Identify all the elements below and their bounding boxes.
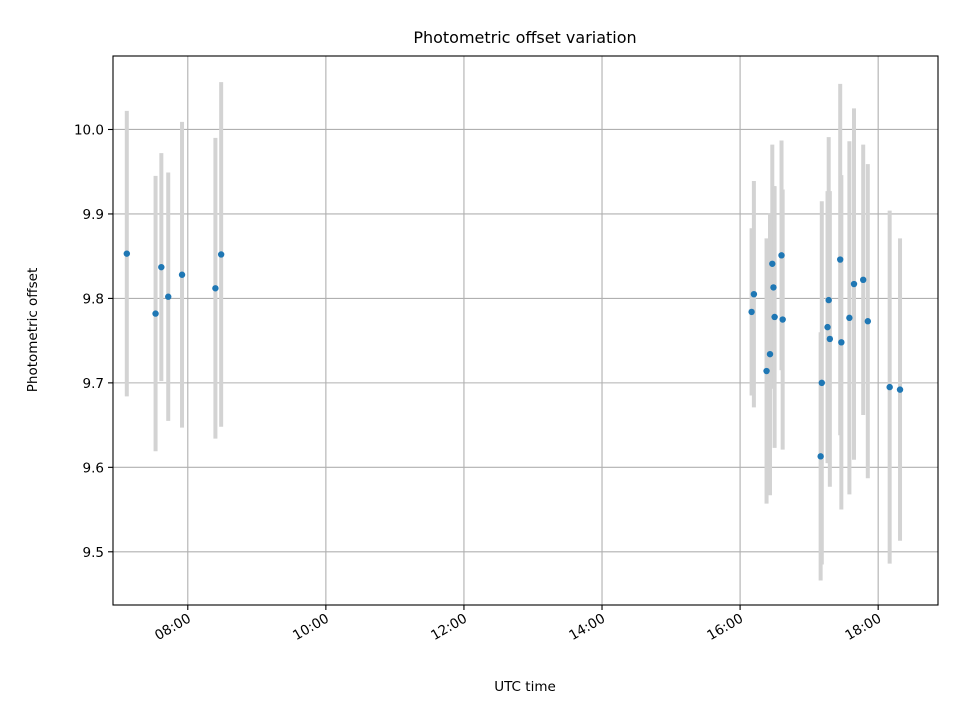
data-point — [750, 290, 758, 298]
y-tick-label: 9.8 — [83, 291, 104, 307]
data-point — [769, 260, 776, 267]
data-point — [165, 293, 172, 300]
plot-frame — [112, 55, 939, 606]
data-point — [152, 310, 159, 317]
data-point — [850, 280, 858, 288]
y-tick-label: 9.5 — [83, 545, 104, 561]
data-point — [825, 296, 832, 304]
data-point — [818, 379, 825, 387]
data-point — [158, 263, 165, 271]
x-axis-label: UTC time — [494, 679, 556, 695]
point-layer — [123, 250, 904, 460]
data-point — [779, 316, 786, 323]
data-point — [766, 350, 774, 358]
data-point — [778, 252, 785, 259]
data-point — [817, 453, 824, 460]
y-tick-label: 9.6 — [83, 460, 104, 476]
data-point — [860, 276, 867, 284]
data-point — [217, 251, 225, 258]
data-point — [886, 383, 893, 391]
y-tick-label: 10.0 — [74, 122, 104, 138]
data-point — [846, 314, 853, 322]
data-point — [864, 318, 872, 325]
data-point — [763, 367, 770, 375]
y-tick-label: 9.7 — [83, 376, 104, 392]
data-point — [838, 339, 845, 346]
data-point — [212, 285, 219, 292]
data-point — [770, 284, 777, 291]
chart-title: Photometric offset variation — [413, 28, 636, 47]
y-tick-label: 9.9 — [83, 207, 104, 223]
grid-layer — [113, 56, 938, 605]
data-point — [178, 271, 186, 278]
data-point — [748, 308, 755, 316]
data-point — [123, 250, 131, 257]
data-point — [824, 323, 831, 331]
data-point — [826, 335, 834, 343]
data-point — [836, 256, 844, 263]
y-axis-label: Photometric offset — [25, 268, 41, 392]
data-point — [771, 313, 778, 321]
data-point — [896, 386, 904, 393]
